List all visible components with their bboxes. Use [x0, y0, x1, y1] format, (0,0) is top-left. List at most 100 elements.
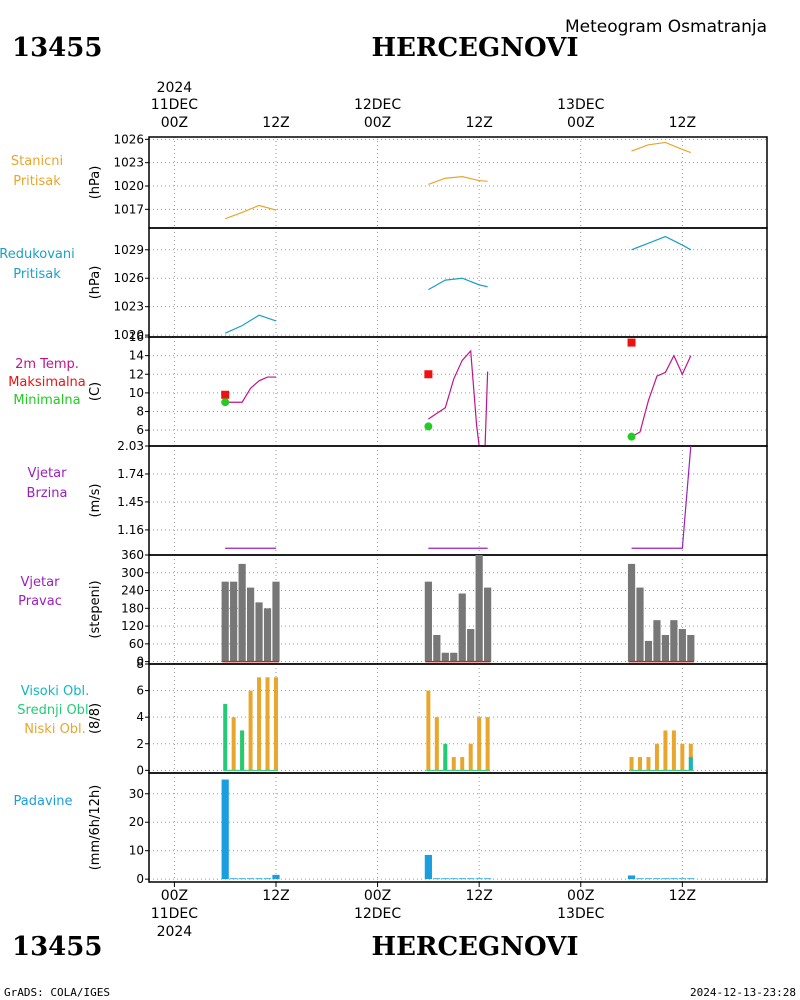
y-tick-label: 6 [136, 684, 144, 698]
cloud-bar [273, 677, 278, 771]
wind-dir-bar [272, 581, 280, 662]
precip-bar [678, 878, 686, 880]
wind-dir-bar [424, 581, 432, 662]
station-id: 13455 [12, 33, 102, 63]
series-line [631, 445, 692, 549]
footer-timestamp: 2024-12-13-23:28 [690, 986, 796, 999]
cloud-bar [629, 757, 634, 771]
station-name: HERCEGNOVI [372, 33, 579, 63]
y-tick-label: 2.03 [117, 439, 144, 453]
panel-label: Minimalna [13, 393, 80, 408]
panel-label: Padavine [14, 794, 73, 809]
series-line [631, 141, 692, 154]
footer-station-id: 13455 [12, 932, 102, 962]
precip-bar [238, 878, 246, 880]
cloud-bar [688, 757, 693, 771]
precip-bar [458, 878, 466, 880]
panel-label: Stanicni [11, 154, 63, 169]
cloud-bar [485, 717, 490, 771]
bottom-time-axis: 00Z 11DEC 12Z 00Z 12DEC 12Z 00Z 13DEC 12Z 2024 [151, 882, 696, 940]
wind-dir-bar [661, 634, 670, 662]
y-tick-label: 12 [129, 367, 144, 381]
precip-bar [433, 878, 441, 880]
series-line [224, 204, 277, 220]
cloud-bar [248, 690, 253, 771]
cloud-bar [680, 743, 685, 771]
top-hour-label: 00Z [567, 115, 594, 131]
panel-station_pressure: 1017 1020 1023 1026 (hPa) Stanicni Pritisak [11, 132, 768, 229]
wind-dir-bar [255, 602, 263, 662]
precip-bar [221, 779, 229, 880]
cloud-bar [671, 730, 676, 771]
top-day-label: 13DEC [557, 97, 604, 113]
precip-bar [670, 878, 678, 880]
precip-bar [636, 878, 644, 880]
top-day-label: 12DEC [354, 97, 401, 113]
panel-wind_direction: 0 60 120 180 240 300 360 (stepeni) Vjetar Pravac [18, 548, 768, 669]
precip-bar [687, 878, 695, 880]
series-line [631, 235, 692, 251]
wind-dir-bar [238, 563, 246, 662]
wind-dir-bar [230, 581, 238, 662]
bottom-day-label: 13DEC [557, 906, 604, 922]
y-tick-label: 14 [129, 349, 144, 363]
panel-wind_speed: 1.16 1.45 1.74 2.03 (m/s) Vjetar Brzina [27, 439, 768, 556]
y-tick-label: 6 [136, 423, 144, 437]
y-tick-label: 1023 [113, 156, 144, 170]
cloud-bar [223, 703, 228, 771]
y-tick-label: 8 [136, 405, 144, 419]
y-tick-label: 1.74 [117, 467, 144, 481]
footer-credit: GrADS: COLA/IGES [4, 986, 110, 999]
top-hour-label: 00Z [364, 115, 391, 131]
precip-bar [441, 878, 449, 880]
y-axis-label: (hPa) [88, 166, 103, 200]
panel-label: Srednji Obl. [17, 703, 92, 718]
y-tick-label: 1020 [113, 328, 144, 342]
panel-precipitation: 0 10 20 30 (mm/6h/12h) Padavine [14, 772, 768, 886]
series-line [225, 376, 276, 403]
cloud-bar [265, 677, 270, 771]
panel-frame [148, 445, 768, 556]
panel-label: Visoki Obl. [21, 684, 89, 699]
bottom-hour-label: 00Z [161, 888, 188, 904]
tmin-marker [424, 422, 433, 431]
y-tick-label: 240 [121, 584, 144, 598]
cloud-bar [654, 743, 659, 771]
wind-dir-bar [484, 587, 492, 662]
bottom-hour-label: 12Z [669, 888, 696, 904]
wind-dir-bar [467, 629, 475, 662]
top-hour-label: 12Z [262, 115, 289, 131]
cloud-bar [638, 757, 643, 771]
panel-label: Niski Obl. [24, 722, 86, 737]
y-tick-label: 300 [121, 566, 144, 580]
y-tick-label: 1026 [113, 132, 144, 146]
y-tick-label: 1.16 [117, 523, 144, 537]
y-tick-label: 30 [129, 787, 144, 801]
panel-label: 2m Temp. [15, 357, 79, 372]
y-tick-label: 1.45 [117, 495, 144, 509]
y-axis-label: (stepeni) [88, 580, 103, 638]
series-line [631, 354, 692, 438]
cloud-bar [426, 690, 431, 771]
y-tick-label: 2 [136, 737, 144, 751]
y-tick-label: 0 [136, 872, 144, 886]
wind-dir-bar [636, 587, 644, 662]
bottom-hour-label: 12Z [262, 888, 289, 904]
panel-frame [148, 227, 768, 338]
panels: 1017102010231026(hPa)StanicniPritisak102… [0, 132, 768, 886]
y-tick-label: 60 [129, 637, 144, 651]
y-axis-label: (m/s) [88, 484, 103, 518]
bottom-hour-label: 12Z [465, 888, 492, 904]
tmin-marker [221, 398, 230, 407]
series-line [224, 314, 277, 334]
panel-label: Maksimalna [8, 375, 86, 390]
cloud-bar [477, 717, 482, 771]
cloud-bar [468, 743, 473, 771]
y-tick-label: 360 [121, 548, 144, 562]
y-tick-label: 1026 [113, 271, 144, 285]
cloud-bar [451, 757, 456, 771]
product-title: Meteogram Osmatranja [565, 17, 767, 37]
precip-bar [467, 878, 475, 880]
y-tick-label: 4 [136, 710, 144, 724]
